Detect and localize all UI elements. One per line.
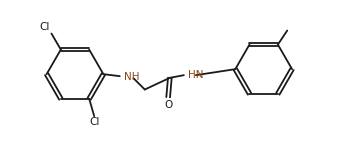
Text: NH: NH [124,72,140,82]
Text: O: O [164,100,172,110]
Text: Cl: Cl [89,117,99,127]
Text: HN: HN [188,70,204,80]
Text: Cl: Cl [39,22,50,32]
